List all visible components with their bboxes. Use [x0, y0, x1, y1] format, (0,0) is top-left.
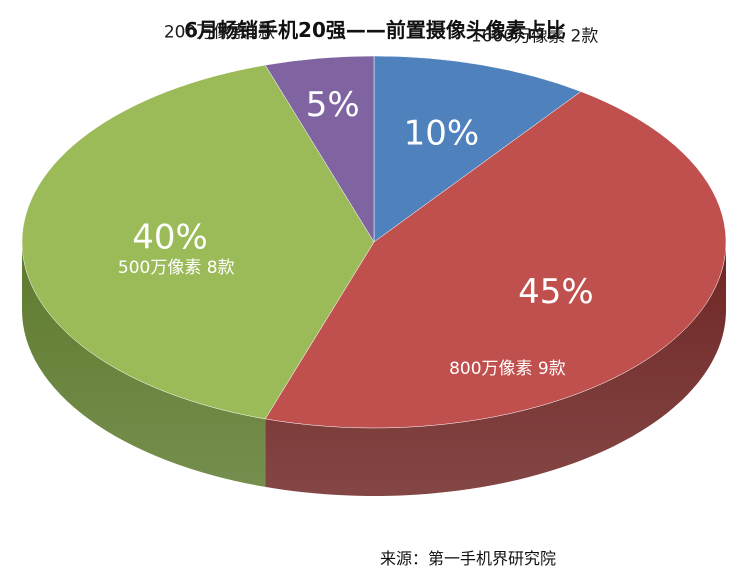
- percent-label-2: 40%: [132, 218, 208, 258]
- pie-sides: [22, 242, 726, 497]
- pie-labels: 10% 1600万像素 2款 45% 800万像素 9款 40%500万像素 8款 5% 2…: [118, 22, 598, 379]
- category-label-0: 1600万像素 2款: [471, 26, 598, 46]
- percent-label-3: 5%: [306, 85, 360, 125]
- slice-2: [21, 64, 375, 420]
- slice-0: [373, 55, 582, 243]
- slice-3: [264, 55, 375, 243]
- chart-title: 6月畅销手机20强——前置摄像头像素占比: [184, 18, 566, 42]
- category-label-3: 200万像素1款: [164, 22, 275, 42]
- slice-1: [264, 91, 727, 429]
- percent-label-1: 45%: [518, 272, 594, 312]
- percent-label-0: 10%: [404, 113, 480, 153]
- category-label-2: 500万像素 8款: [118, 258, 235, 278]
- slice-side-1: [265, 242, 726, 497]
- source-note: 来源：第一手机界研究院: [380, 549, 557, 568]
- slice-side-2: [22, 242, 266, 487]
- pie-slices: [21, 55, 727, 429]
- category-label-1: 800万像素 9款: [449, 359, 566, 379]
